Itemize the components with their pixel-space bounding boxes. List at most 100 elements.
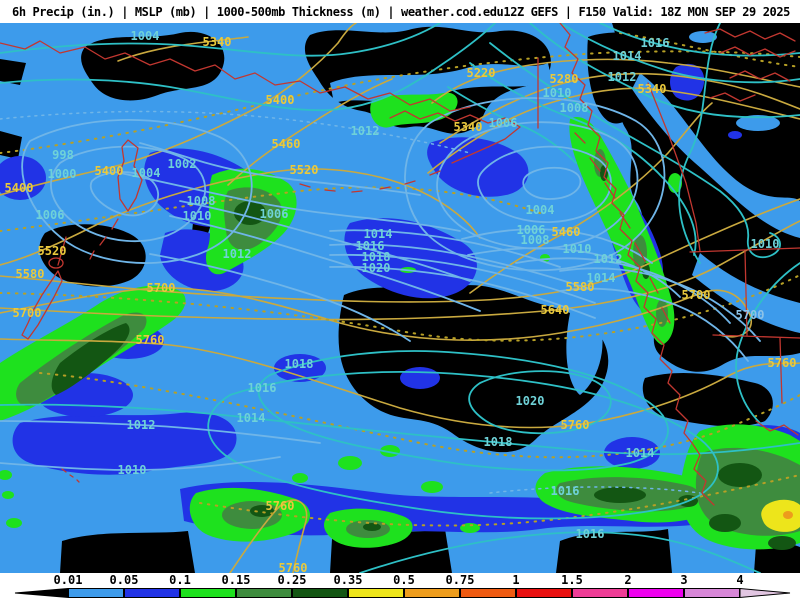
mslp-contour-label: 1018 [284, 357, 314, 371]
mslp-contour-label: 1018 [483, 435, 513, 449]
mslp-contour-label: 1010 [542, 86, 572, 100]
thickness-contour-label: 5220 [466, 66, 496, 80]
product-title: 6h Precip (in.) | MSLP (mb) | 1000-500mb… [12, 4, 504, 19]
mslp-contour-label: 1010 [117, 463, 147, 477]
thickness-contour-label: 5400 [94, 164, 124, 178]
thickness-contour-label: 5700 [735, 308, 765, 322]
thickness-contour-label: 5640 [540, 303, 570, 317]
geo-boundary-layer [0, 23, 800, 506]
mslp-contour-label: 1014 [625, 446, 655, 460]
legend-color-bar [0, 588, 800, 600]
thickness-contour-label: 5460 [551, 225, 581, 239]
legend-color-swatch [516, 588, 572, 598]
mslp-contour-label: 1016 [640, 36, 670, 50]
legend-tick-label: 2 [624, 573, 632, 587]
thickness-contour-label: 5760 [278, 561, 308, 573]
precip-color-scale: 0.01 0.05 0.1 0.15 0.25 0.35 0.5 0.75 1 1.5 2 3 4 [0, 573, 800, 600]
thickness-contour-label: 5580 [15, 267, 45, 281]
mslp-contour-label: 1014 [236, 411, 266, 425]
legend-tick-label: 3 [680, 573, 688, 587]
legend-color-swatch [684, 588, 740, 598]
mslp-contour-label: 1012 [350, 124, 380, 138]
legend-tick-label: 4 [736, 573, 744, 587]
mslp-contour-label: 1016 [355, 239, 385, 253]
mslp-contour-label: 1004 [130, 29, 160, 43]
legend-tick-label: 0.35 [333, 573, 363, 587]
mslp-contour-label: 1008 [186, 194, 216, 208]
legend-tick-label: 0.25 [277, 573, 307, 587]
thickness-contour-label: 5340 [637, 82, 667, 96]
legend-color-swatch [628, 588, 684, 598]
legend-arrow-right [739, 588, 791, 599]
legend-tick-label: 0.5 [393, 573, 415, 587]
mslp-contour-layer [0, 23, 800, 573]
mslp-contour-label: 1008 [559, 101, 589, 115]
thickness-contour-label: 5760 [265, 499, 295, 513]
run-valid-time: 12Z GEFS | F150 Valid: 18Z MON SEP 29 20… [503, 4, 791, 19]
mslp-contour-label: 1014 [612, 49, 642, 63]
mslp-contour-label: 1012 [593, 252, 623, 266]
legend-tick-label: 0.15 [221, 573, 251, 587]
mslp-contour-label: 1014 [363, 227, 393, 241]
legend-tick-label: 0.01 [53, 573, 83, 587]
legend-color-swatch [404, 588, 460, 598]
thickness-contour-label: 5340 [453, 120, 483, 134]
mslp-contour-label: 1020 [361, 261, 391, 275]
thickness-contour-label: 5400 [4, 181, 34, 195]
legend-color-swatch [124, 588, 180, 598]
legend-tick-label: 1 [512, 573, 520, 587]
legend-color-swatch [292, 588, 348, 598]
thickness-contour-label: 5760 [135, 333, 165, 347]
thickness-contour-label: 5520 [37, 244, 67, 258]
title-bar: 6h Precip (in.) | MSLP (mb) | 1000-500mb… [0, 0, 800, 23]
mslp-contour-label: 1012 [222, 247, 252, 261]
mslp-contour-label: 1016 [550, 484, 580, 498]
mslp-contour-label: 1014 [586, 271, 616, 285]
precip-mslp-thickness-map: 1004 5340 5400 5460 998 1000 1002 5400 1004 5400 5… [0, 23, 800, 573]
mslp-contour-label: 1010 [182, 209, 212, 223]
thickness-contour-label: 5400 [265, 93, 295, 107]
mslp-contour-label: 1004 [131, 166, 161, 180]
legend-tick-label: 1.5 [561, 573, 583, 587]
legend-color-swatch [460, 588, 516, 598]
legend-color-swatch [348, 588, 404, 598]
legend-arrow-left [14, 588, 69, 599]
thickness-contour-label: 5460 [271, 137, 301, 151]
map-graphic [0, 23, 800, 573]
mslp-contour-label: 1006 [35, 208, 65, 222]
mslp-contour-label: 1008 [520, 233, 550, 247]
legend-color-swatch [180, 588, 236, 598]
legend-tick-label: 0.75 [445, 573, 475, 587]
mslp-contour-label: 1012 [126, 418, 156, 432]
legend-tick-label: 0.05 [109, 573, 139, 587]
mslp-contour-label: 1020 [515, 394, 545, 408]
legend-tick-label: 0.1 [169, 573, 191, 587]
mslp-contour-label: 1010 [750, 237, 780, 251]
thickness-contour-label: 5700 [12, 306, 42, 320]
mslp-contour-label: 1002 [167, 157, 197, 171]
legend-color-swatch [236, 588, 292, 598]
thickness-contour-label: 5760 [767, 356, 797, 370]
mslp-contour-label: 1016 [247, 381, 277, 395]
mslp-contour-label: 1010 [562, 242, 592, 256]
mslp-contour-label: 1016 [575, 527, 605, 541]
mslp-contour-label: 1012 [607, 70, 637, 84]
mslp-contour-label: 1006 [516, 223, 546, 237]
thickness-contour-label: 5760 [560, 418, 590, 432]
mslp-contour-label: 1000 [47, 167, 77, 181]
thickness-contour-label: 5700 [681, 288, 711, 302]
legend-color-swatch [68, 588, 124, 598]
mslp-contour-label: 998 [52, 148, 74, 162]
thickness-contour-layer [0, 23, 800, 573]
thickness-contour-label: 5340 [202, 35, 232, 49]
mslp-contour-label: 1018 [361, 250, 391, 264]
thickness-contour-label: 5580 [565, 280, 595, 294]
contour-label-layer: 1004 5340 5400 5460 998 1000 1002 5400 1004 5400 5… [0, 23, 800, 573]
thickness-contour-label: 5700 [146, 281, 176, 295]
mslp-contour-label: 1004 [525, 203, 555, 217]
thickness-contour-label: 5280 [549, 72, 579, 86]
mslp-contour-label: 1006 [488, 116, 518, 130]
thickness-contour-label: 5520 [289, 163, 319, 177]
mslp-contour-label: 1006 [259, 207, 289, 221]
